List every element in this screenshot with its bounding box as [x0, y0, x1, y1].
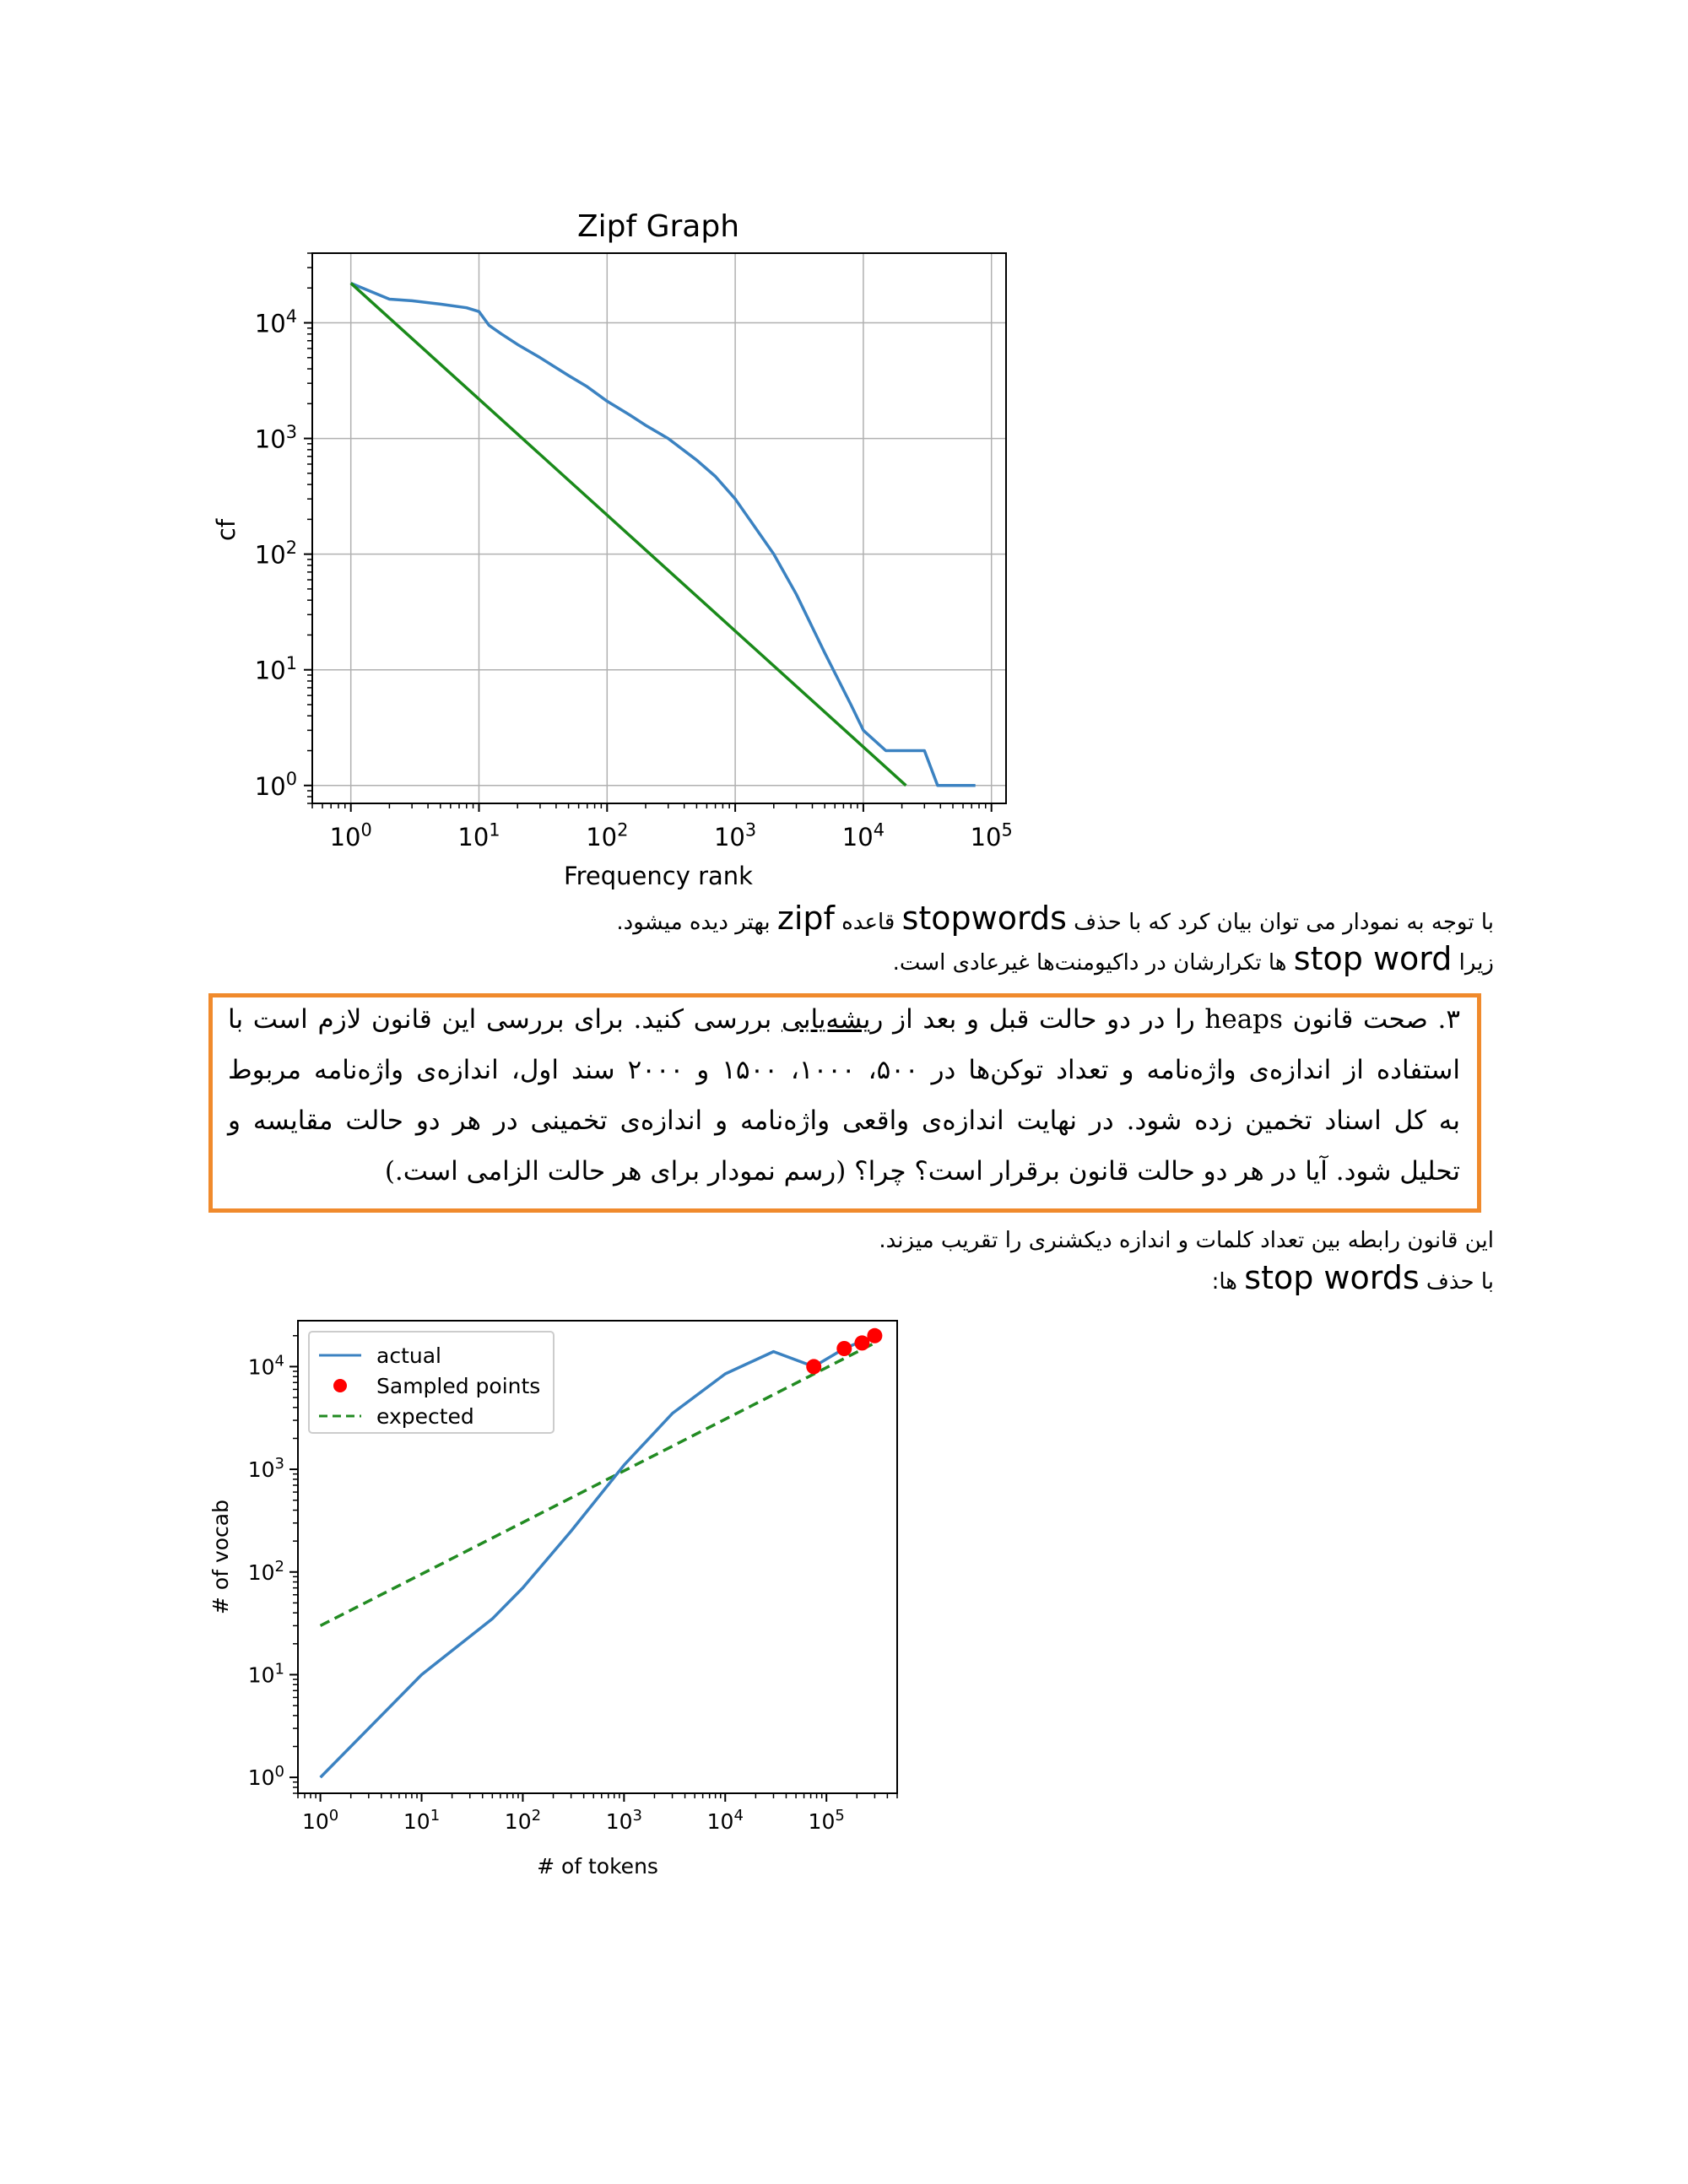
legend-actual-label: actual — [376, 1343, 441, 1368]
text-run: ها: — [1211, 1269, 1245, 1295]
x-tick-label: 101 — [403, 1807, 440, 1834]
question-line-2: استفاده از اندازه‌ی واژه‌نامه و تعداد تو… — [228, 1055, 1461, 1085]
sampled-point — [836, 1341, 852, 1356]
heaps-legend: actual Sampled points expected — [308, 1331, 555, 1434]
sampled-point — [854, 1335, 870, 1351]
x-tick-label: 101 — [457, 819, 500, 851]
y-tick-label: 102 — [248, 1558, 284, 1585]
underlined-term: ریشه‌یابی — [781, 1004, 884, 1035]
zipf-conclusion-line-2: زیرا stop word ها تکرارشان در داکیومنت‌ه… — [177, 942, 1494, 980]
text-run-latin: stop words — [1244, 1259, 1420, 1296]
text-run: ۳. صحت قانون heaps را در دو حالت قبل و ب… — [883, 1004, 1460, 1035]
question-line-3: به کل اسناد تخمین زده شود. در نهایت اندا… — [228, 1106, 1460, 1136]
y-tick-label: 103 — [255, 422, 297, 454]
zipf-expected-line — [349, 282, 907, 787]
question-box: ۳. صحت قانون heaps را در دو حالت قبل و ب… — [208, 993, 1481, 1213]
sampled-point — [806, 1359, 822, 1375]
x-tick-label: 103 — [606, 1807, 642, 1834]
zipf-series — [349, 281, 976, 787]
legend-sampled-label: Sampled points — [376, 1374, 540, 1398]
zipf-chart: Zipf Graph 100 101 102 103 104 10510010110210… — [212, 209, 1013, 890]
zipf-y-axis-label: cf — [212, 518, 241, 541]
text-run: با حذف — [1419, 1269, 1494, 1295]
sampled-point — [867, 1327, 883, 1343]
zipf-x-axis-label: Frequency rank — [564, 862, 753, 890]
x-tick-label: 102 — [586, 819, 628, 851]
legend-expected-label: expected — [376, 1404, 474, 1429]
text-run: بهتر دیده میشود. — [616, 910, 777, 935]
heaps-plot-frame — [297, 1320, 898, 1794]
y-tick-label: 104 — [248, 1352, 284, 1379]
zipf-conclusion-line-1: با توجه به نمودار می توان بیان کرد که با… — [177, 901, 1494, 939]
y-tick-label: 103 — [248, 1455, 284, 1482]
y-tick-label: 104 — [255, 306, 297, 338]
question-line-1: ۳. صحت قانون heaps را در دو حالت قبل و ب… — [228, 1004, 1460, 1035]
text-run: قاعده — [834, 910, 902, 935]
zipf-plot-frame — [311, 252, 1007, 804]
x-tick-label: 104 — [707, 1807, 744, 1834]
heaps-series — [319, 1327, 883, 1779]
y-tick-label: 102 — [255, 538, 297, 570]
heaps-ticks: 100 101 102 103 104 105 100 101 102 103 104 — [248, 1335, 898, 1834]
text-run: ها تکرارشان در داکیومنت‌ها غیرعادی است. — [892, 950, 1294, 976]
text-run-latin: zipf — [776, 900, 835, 937]
x-tick-label: 103 — [714, 819, 756, 851]
zipf-actual-line — [350, 281, 976, 787]
x-tick-label: 105 — [971, 819, 1013, 851]
heaps-expected-line — [319, 1341, 876, 1627]
zipf-chart-title: Zipf Graph — [577, 209, 739, 244]
x-tick-label: 104 — [842, 819, 885, 851]
question-line-4: تحلیل شود. آیا در هر دو حالت قانون برقرا… — [384, 1156, 1460, 1187]
x-tick-label: 105 — [809, 1807, 845, 1834]
text-run-latin: stopwords — [901, 900, 1067, 937]
text-run: با توجه به نمودار می توان بیان کرد که با… — [1066, 910, 1494, 935]
text-run-latin: stop word — [1293, 940, 1453, 977]
legend-sampled-swatch — [333, 1379, 347, 1392]
zipf-ticks: 100 101 102 103 104 105 100 101 102 103 104 — [255, 252, 1013, 851]
text-run: زیرا — [1452, 950, 1494, 976]
y-tick-label: 100 — [255, 769, 297, 801]
y-tick-label: 101 — [248, 1660, 284, 1687]
x-tick-label: 100 — [302, 1807, 338, 1834]
heaps-description-line-2: با حذف stop words ها: — [177, 1261, 1494, 1299]
heaps-chart: 100 101 102 103 104 105 100 101 102 103 104 actual… — [208, 1320, 898, 1879]
heaps-y-axis-label: # of vocab — [208, 1500, 233, 1614]
heaps-x-axis-label: # of tokens — [537, 1854, 658, 1879]
x-tick-label: 102 — [505, 1807, 541, 1834]
text-run: بررسی کنید. برای بررسی این قانون لازم اس… — [228, 1004, 782, 1035]
y-tick-label: 101 — [255, 653, 297, 685]
y-tick-label: 100 — [248, 1763, 284, 1790]
heaps-description-line-1: این قانون رابطه بین تعداد کلمات و اندازه… — [879, 1228, 1494, 1253]
zipf-gridlines — [312, 253, 1006, 803]
x-tick-label: 100 — [330, 819, 372, 851]
